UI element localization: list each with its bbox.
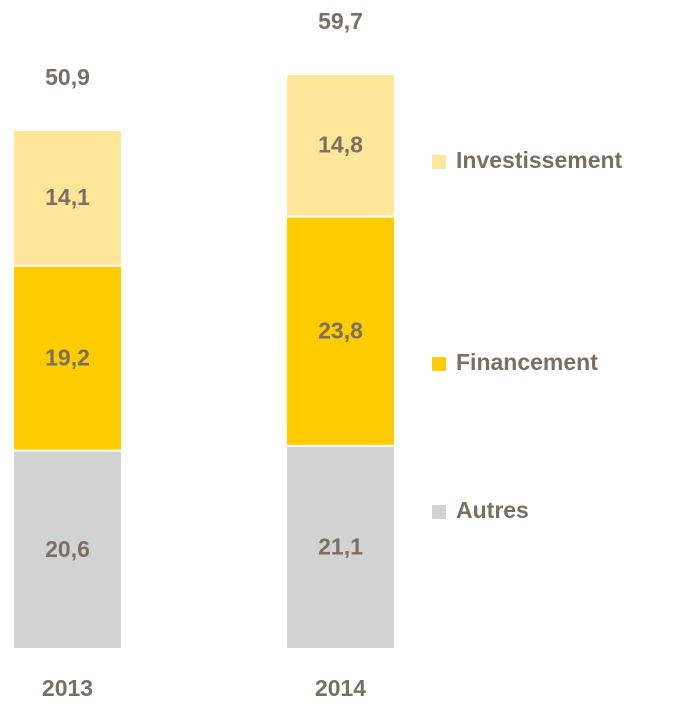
bar-segment	[287, 75, 394, 216]
x-tick-label: 2013	[42, 675, 93, 701]
legend-swatch	[432, 505, 446, 519]
bar-segment	[14, 451, 121, 648]
value-label: 19,2	[45, 344, 90, 370]
bar-segment	[14, 130, 121, 265]
x-tick-label: 2014	[315, 675, 366, 701]
bar-segment	[287, 446, 394, 648]
value-label: 14,8	[318, 131, 363, 157]
value-label: 20,6	[45, 536, 90, 562]
value-label: 23,8	[318, 317, 363, 343]
bar-segment	[287, 217, 394, 445]
value-label: 21,1	[318, 533, 363, 559]
total-label: 59,7	[318, 8, 363, 34]
legend-label: Autres	[456, 497, 529, 523]
legend-label: Investissement	[456, 147, 623, 173]
value-label: 14,1	[45, 184, 90, 210]
total-label: 50,9	[45, 64, 90, 90]
legend-swatch	[432, 155, 446, 169]
legend-label: Financement	[456, 349, 598, 375]
legend-swatch	[432, 357, 446, 371]
bar-segment	[14, 266, 121, 450]
